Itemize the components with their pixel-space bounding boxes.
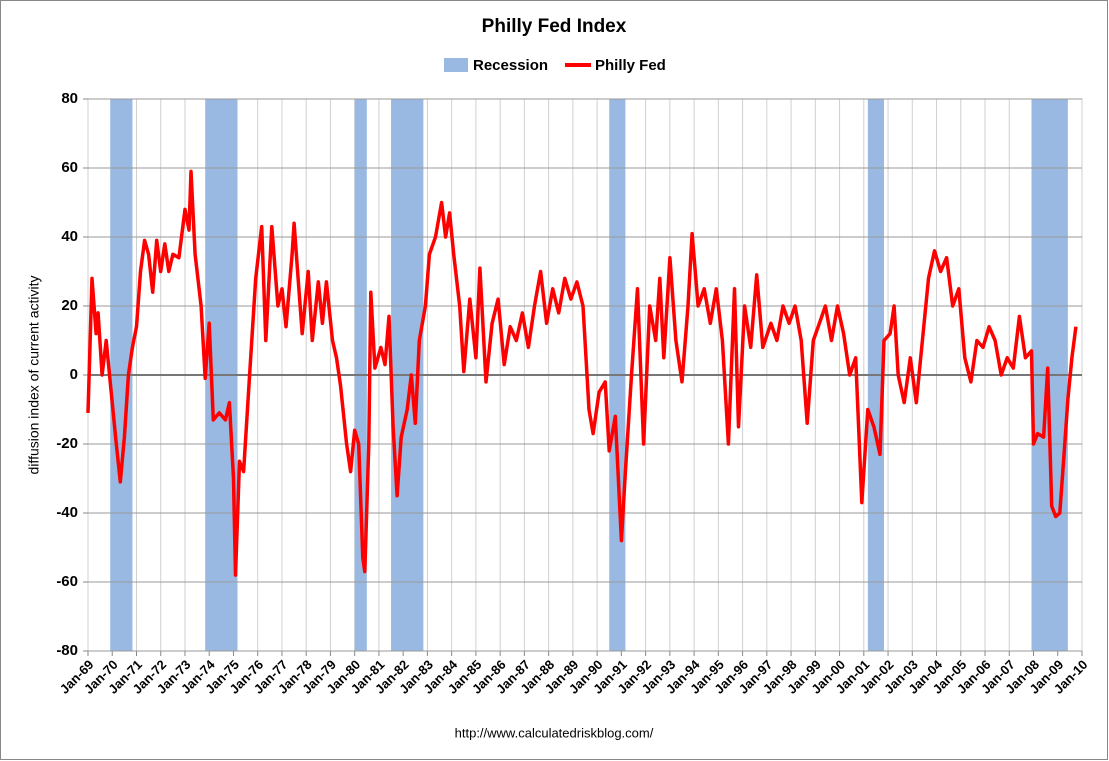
y-tick-label: 0 [70,366,78,383]
legend-swatch [444,58,468,72]
y-tick-label: 80 [61,90,78,107]
y-axis-label: diffusion index of current activity [26,276,42,475]
legend-label: Recession [473,57,548,74]
source: http://www.calculatedriskblog.com/ [455,725,654,740]
y-tick-label: -80 [56,642,78,659]
chart-title: Philly Fed Index [482,16,627,37]
y-tick-label: -40 [56,504,78,521]
y-tick-label: -20 [56,435,78,452]
y-tick-label: 40 [61,228,78,245]
y-tick-label: -60 [56,573,78,590]
legend-label: Philly Fed [595,57,666,74]
y-tick-label: 60 [61,159,78,176]
y-tick-label: 20 [61,297,78,314]
data-line [86,169,1078,577]
